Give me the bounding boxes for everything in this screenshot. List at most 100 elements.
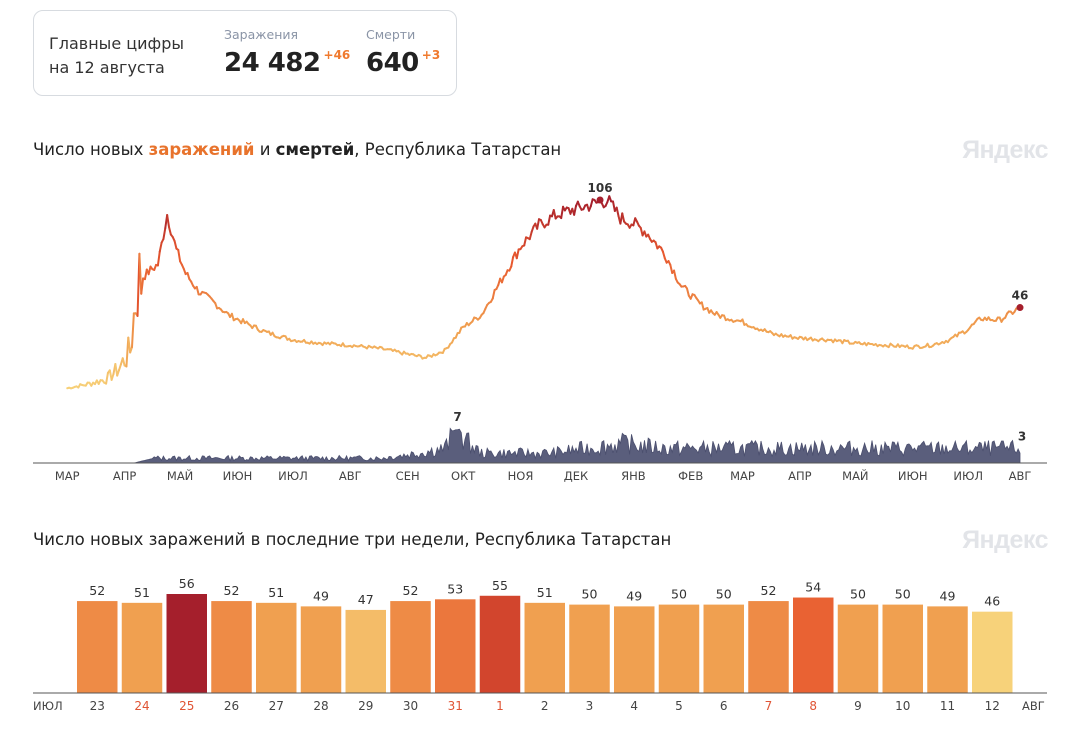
x-tick-label: ДЕК [564,469,588,483]
bar-value-label: 47 [358,592,374,607]
bar [121,602,163,693]
chart2-watermark-logo: Яндекс [962,526,1048,554]
deaths-delta: +3 [421,48,441,62]
infections-annotation: 106 [588,181,613,195]
infections-delta: +46 [323,48,351,62]
bar-value-label: 53 [447,581,463,596]
x-tick-label: ИЮЛ [953,469,983,483]
x-tick-label: 4 [630,699,638,713]
infections-segment [528,231,533,241]
bar-value-label: 46 [984,594,1000,609]
infections-segment [552,209,557,220]
deaths-metric: Смерти 640 +3 [366,27,441,79]
bar-value-label: 50 [895,587,911,602]
bar-value-label: 51 [134,585,150,600]
x-tick-label: 23 [90,699,105,713]
x-tick-label: АПР [113,469,137,483]
infections-segment [612,200,616,212]
x-tick-label: 30 [403,699,418,713]
x-tick-label: 24 [134,699,149,713]
x-tick-label: 5 [675,699,683,713]
infections-segment [491,289,496,300]
x-tick-label: ИЮЛ [278,469,308,483]
x-start-label: ИЮЛ [33,699,63,713]
x-tick-label: МАР [55,469,80,483]
deaths-label: Смерти [366,27,416,42]
x-tick-label: 9 [854,699,862,713]
bar [748,601,789,693]
infections-annotation: 46 [1012,289,1029,303]
infections-segment [162,227,167,240]
infections-segment [661,250,666,260]
bar [882,604,923,693]
summary-caption-line2: на 12 августа [49,58,165,77]
x-tick-label: 2 [541,699,549,713]
chart1-title: Число новых заражений и смертей, Республ… [33,140,562,159]
bar-value-label: 52 [761,583,777,598]
bar-value-label: 56 [179,576,195,591]
infections-segment [156,250,161,267]
x-tick-label: ИЮН [223,469,253,483]
bar-value-label: 55 [492,578,508,593]
bar [524,602,565,693]
bar-value-label: 49 [313,588,329,603]
x-tick-label: 1 [496,699,504,713]
infections-marker [1016,304,1024,312]
bar [256,602,297,693]
infections-segment [686,287,690,297]
bar [569,604,610,693]
summary-caption-line1: Главные цифры [49,34,184,53]
x-tick-label: 12 [985,699,1000,713]
chart2-title: Число новых заражений в последние три не… [33,530,672,549]
infections-segment [195,285,200,296]
x-end-label: АВГ [1022,699,1045,713]
x-tick-label: 28 [313,699,328,713]
bar [479,595,521,693]
bar-value-label: 49 [940,588,956,603]
infections-segment [615,206,620,218]
x-tick-label: 26 [224,699,239,713]
x-tick-label: 31 [448,699,463,713]
chart2-svg: 5223512456255226512749284729523053315515… [33,576,1047,713]
infections-segment [621,212,626,223]
infections-segment [140,277,145,295]
bar-value-label: 51 [537,585,553,600]
infections-segment [110,372,115,381]
infections-segment [121,357,126,367]
bar-value-label: 52 [403,583,419,598]
bar [793,597,834,693]
infections-segment [547,214,552,226]
infections-segment [158,241,163,253]
x-tick-label: 7 [765,699,773,713]
x-tick-label: МАЙ [167,468,193,483]
infections-segment [166,214,170,229]
x-tick-label: НОЯ [508,469,534,483]
bar [211,601,252,693]
x-tick-label: ОКТ [451,469,476,483]
infections-segment [173,239,178,250]
infections-segment [230,312,235,322]
infections-segment [536,218,540,230]
x-tick-label: 6 [720,699,728,713]
deaths-annotation: 7 [453,410,461,424]
bar-value-label: 50 [671,587,687,602]
bar-value-label: 51 [268,585,284,600]
chart1-title-infections: заражений [148,140,255,159]
x-tick-label: МАР [730,469,755,483]
infections-segment [168,226,172,236]
bar [703,604,744,693]
bar [972,611,1013,693]
x-tick-label: СЕН [396,469,420,483]
infections-segment [501,275,505,284]
infections-segment [560,205,565,220]
x-tick-label: 10 [895,699,910,713]
bar [614,606,655,693]
deaths-area [67,427,1021,464]
infections-segment [127,336,132,354]
bar-value-label: 49 [626,588,642,603]
x-tick-label: АПР [788,469,812,483]
x-tick-label: ИЮН [898,469,928,483]
infections-marker [596,196,604,204]
x-tick-label: 27 [269,699,284,713]
bar [166,594,207,693]
